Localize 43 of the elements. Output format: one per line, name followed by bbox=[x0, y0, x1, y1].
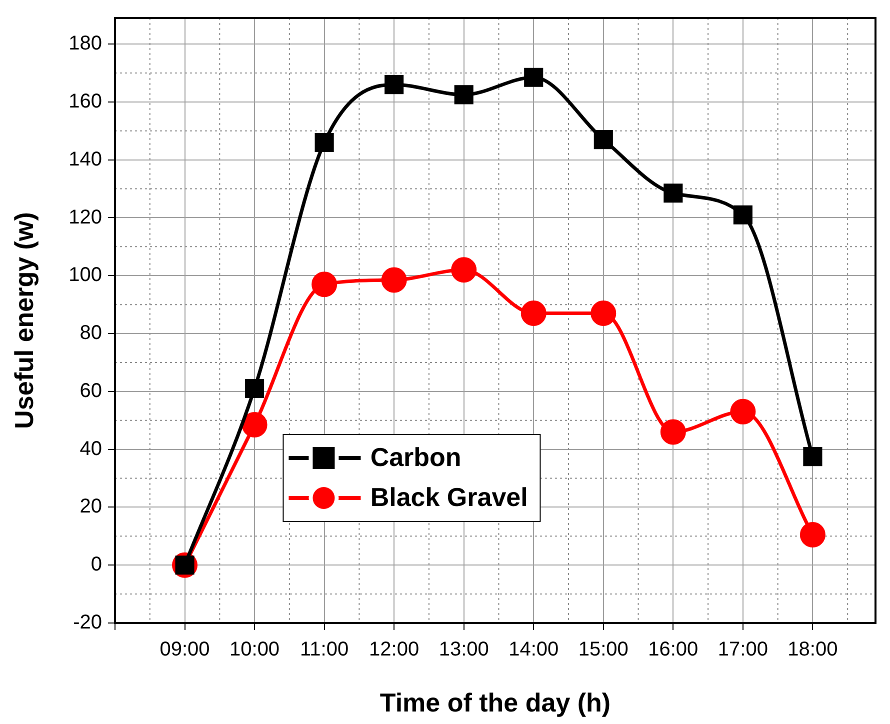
point bbox=[590, 300, 616, 326]
y-tick-label: 40 bbox=[80, 438, 102, 460]
y-tick-label: -20 bbox=[73, 612, 102, 634]
y-tick-label: 160 bbox=[68, 90, 102, 112]
y-tick-label: 120 bbox=[68, 206, 102, 228]
point bbox=[594, 130, 613, 150]
point bbox=[381, 267, 407, 293]
point bbox=[312, 272, 338, 298]
point bbox=[664, 184, 683, 203]
x-tick-label: 17:00 bbox=[718, 638, 768, 661]
point bbox=[524, 68, 544, 87]
point bbox=[454, 85, 474, 104]
point bbox=[733, 205, 752, 224]
x-tick-label: 18:00 bbox=[788, 638, 838, 661]
point bbox=[314, 132, 334, 152]
x-tick-label: 09:00 bbox=[160, 638, 210, 661]
point bbox=[520, 300, 546, 326]
point bbox=[803, 447, 822, 466]
point bbox=[384, 75, 404, 94]
legend-label: Carbon bbox=[370, 442, 462, 474]
x-tick-label: 10:00 bbox=[230, 638, 280, 661]
y-tick-label: 0 bbox=[90, 554, 102, 576]
y-tick-label: 20 bbox=[80, 496, 102, 518]
x-tick-label: 16:00 bbox=[648, 638, 698, 661]
y-tick-label: 80 bbox=[80, 322, 102, 344]
point bbox=[730, 398, 756, 424]
x-axis-title: Time of the day (h) bbox=[380, 688, 611, 718]
y-tick-label: 180 bbox=[68, 32, 102, 55]
x-tick-label: 11:00 bbox=[300, 638, 349, 661]
x-tick-label: 13:00 bbox=[438, 638, 489, 661]
x-tick-label: 15:00 bbox=[578, 638, 628, 661]
y-tick-label: 60 bbox=[80, 380, 102, 402]
point bbox=[451, 257, 477, 283]
y-axis-title: Useful energy (w) bbox=[8, 212, 39, 429]
point bbox=[245, 379, 264, 398]
y-tick-label: 100 bbox=[68, 264, 102, 286]
point bbox=[660, 419, 686, 445]
x-tick-label: 12:00 bbox=[369, 638, 420, 661]
point bbox=[242, 412, 268, 438]
x-tick-label: 14:00 bbox=[508, 638, 559, 661]
legend-label: Black Gravel bbox=[370, 482, 528, 514]
y-tick-label: 140 bbox=[68, 148, 102, 170]
point bbox=[800, 522, 826, 548]
